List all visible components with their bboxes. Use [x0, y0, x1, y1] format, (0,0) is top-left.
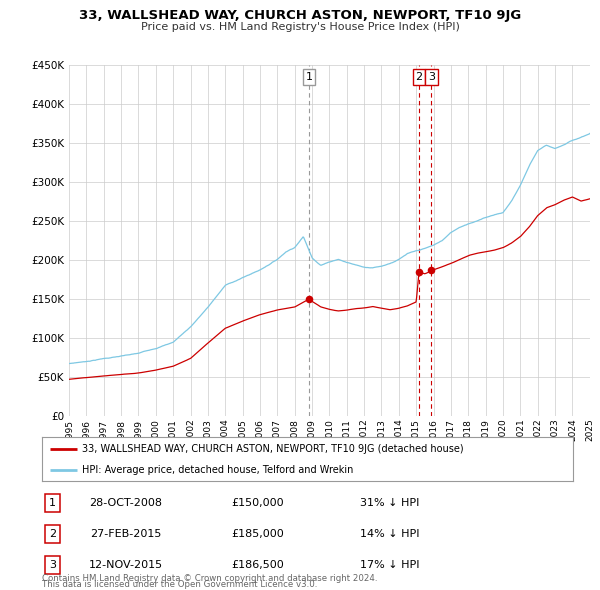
Point: [304, 294, 314, 304]
Text: £185,000: £185,000: [232, 529, 284, 539]
Text: 17% ↓ HPI: 17% ↓ HPI: [360, 560, 419, 570]
Text: 1: 1: [305, 72, 313, 82]
Text: 33, WALLSHEAD WAY, CHURCH ASTON, NEWPORT, TF10 9JG: 33, WALLSHEAD WAY, CHURCH ASTON, NEWPORT…: [79, 9, 521, 22]
Text: £186,500: £186,500: [232, 560, 284, 570]
Text: 14% ↓ HPI: 14% ↓ HPI: [360, 529, 419, 539]
Text: 3: 3: [49, 560, 56, 570]
Text: 12-NOV-2015: 12-NOV-2015: [89, 560, 163, 570]
Text: Price paid vs. HM Land Registry's House Price Index (HPI): Price paid vs. HM Land Registry's House …: [140, 22, 460, 32]
Text: 31% ↓ HPI: 31% ↓ HPI: [360, 498, 419, 507]
Text: £150,000: £150,000: [232, 498, 284, 507]
Text: This data is licensed under the Open Government Licence v3.0.: This data is licensed under the Open Gov…: [42, 581, 317, 589]
Text: 2: 2: [415, 72, 422, 82]
Text: 2: 2: [49, 529, 56, 539]
Point: [414, 267, 424, 276]
Text: 28-OCT-2008: 28-OCT-2008: [89, 498, 163, 507]
Text: Contains HM Land Registry data © Crown copyright and database right 2024.: Contains HM Land Registry data © Crown c…: [42, 574, 377, 583]
Text: 3: 3: [428, 72, 435, 82]
Text: 1: 1: [49, 498, 56, 507]
Point: [427, 266, 436, 275]
Text: 27-FEB-2015: 27-FEB-2015: [91, 529, 161, 539]
Text: 33, WALLSHEAD WAY, CHURCH ASTON, NEWPORT, TF10 9JG (detached house): 33, WALLSHEAD WAY, CHURCH ASTON, NEWPORT…: [82, 444, 463, 454]
Text: HPI: Average price, detached house, Telford and Wrekin: HPI: Average price, detached house, Telf…: [82, 465, 353, 475]
